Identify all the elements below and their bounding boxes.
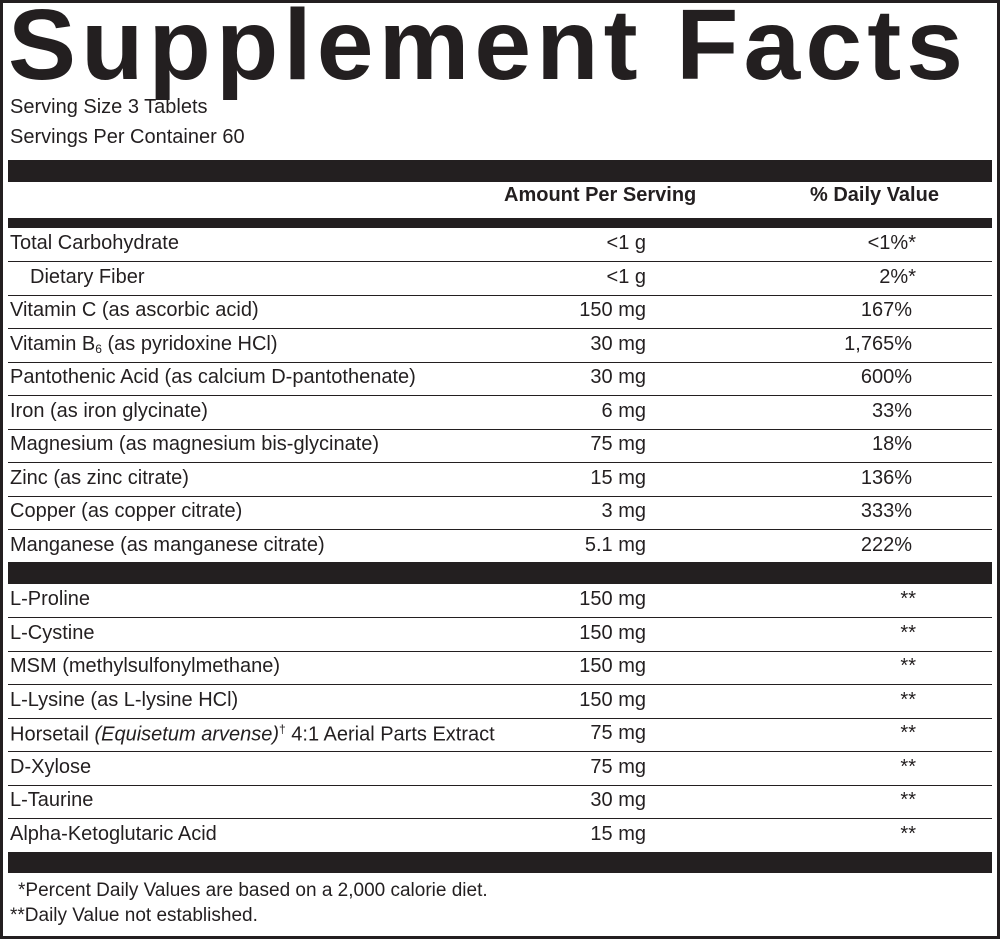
nutrient-amount: 15 mg [590, 466, 646, 489]
nutrient-amount: 150 mg [579, 588, 646, 610]
nutrient-name: L-Lysine (as L-lysine HCl) [10, 688, 239, 711]
nutrient-amount: 150 mg [579, 655, 646, 677]
nutrient-amount: 75 mg [590, 722, 646, 744]
nutrient-name: L-Cystine [10, 621, 95, 644]
nutrient-name: Zinc (as zinc citrate) [10, 466, 189, 489]
nutrient-name: MSM (methylsulfonylmethane) [10, 655, 281, 677]
nutrient-amount: 75 mg [590, 433, 646, 455]
nutrient-row: L-Proline 150 mg ** [8, 584, 992, 619]
nutrient-daily-value: 2%* [879, 265, 916, 288]
nutrient-amount: 30 mg [590, 366, 646, 388]
nutrient-daily-value: ** [900, 722, 916, 744]
nutrient-row: Magnesium (as magnesium bis-glycinate) 75… [8, 429, 992, 464]
header-amount: Amount Per Serving [504, 184, 697, 206]
footnote-dv: *Percent Daily Values are based on a 2,0… [18, 880, 488, 901]
nutrient-daily-value: ** [900, 655, 916, 677]
nutrient-daily-value: ** [900, 789, 916, 811]
nutrient-daily-value: 18% [871, 433, 912, 455]
footnote-not-established: **Daily Value not established. [10, 905, 258, 926]
nutrient-name: Magnesium (as magnesium bis-glycinate) [10, 433, 380, 455]
nutrient-daily-value: 1,765% [844, 332, 912, 355]
nutrient-row: Total Carbohydrate <1 g <1%* [8, 228, 992, 263]
serving-size: Serving Size 3 Tablets [10, 96, 208, 118]
nutrient-row: Dietary Fiber <1 g 2%* [8, 262, 992, 296]
nutrient-amount: <1 g [606, 232, 646, 254]
nutrient-amount: 6 mg [601, 399, 646, 422]
nutrient-daily-value: 333% [860, 500, 912, 522]
divider-bar [8, 218, 992, 228]
nutrient-row: Manganese (as manganese citrate) 5.1 mg 22… [8, 530, 992, 563]
nutrient-amount: 150 mg [579, 299, 646, 321]
nutrient-daily-value: ** [900, 621, 916, 644]
nutrient-row: Iron (as iron glycinate) 6 mg 33% [8, 396, 992, 430]
nutrient-daily-value: ** [900, 822, 916, 845]
nutrient-row: Vitamin B6 (as pyridoxine HCl) 30 mg 1,765… [8, 329, 992, 363]
nutrient-amount: 30 mg [590, 789, 646, 811]
nutrient-row: Vitamin C (as ascorbic acid) 150 mg 167% [8, 295, 992, 330]
nutrient-name: Horsetail (Equisetum arvense)† 4:1 Aeria… [10, 722, 495, 746]
nutrient-daily-value: 222% [860, 533, 912, 556]
nutrient-row: Horsetail (Equisetum arvense)† 4:1 Aeria… [8, 718, 992, 753]
nutrient-daily-value: <1%* [867, 232, 916, 254]
nutrient-daily-value: ** [900, 588, 916, 610]
nutrient-row: Copper (as copper citrate) 3 mg 333% [8, 496, 992, 531]
nutrient-name: Iron (as iron glycinate) [10, 399, 208, 422]
nutrient-amount: 3 mg [601, 500, 646, 522]
nutrient-amount: <1 g [606, 265, 646, 288]
label-title: Supplement Facts [8, 0, 969, 101]
nutrient-row: L-Taurine 30 mg ** [8, 785, 992, 820]
nutrient-name: Alpha-Ketoglutaric Acid [10, 822, 217, 845]
nutrient-amount: 5.1 mg [584, 533, 646, 556]
nutrient-name: Copper (as copper citrate) [10, 500, 243, 522]
nutrient-name: D-Xylose [10, 755, 92, 778]
nutrient-row: MSM (methylsulfonylmethane) 150 mg ** [8, 651, 992, 686]
nutrient-amount: 150 mg [579, 621, 646, 644]
nutrient-name: Total Carbohydrate [10, 232, 179, 254]
nutrient-daily-value: 167% [860, 299, 912, 321]
nutrient-row: L-Lysine (as L-lysine HCl) 150 mg ** [8, 685, 992, 719]
nutrient-row: D-Xylose 75 mg ** [8, 752, 992, 786]
nutrient-amount: 150 mg [579, 688, 646, 711]
servings-per-container: Servings Per Container 60 [10, 126, 245, 148]
nutrient-daily-value: 136% [860, 466, 912, 489]
nutrient-daily-value: ** [900, 755, 916, 778]
nutrient-daily-value: ** [900, 688, 916, 711]
header-daily-value: % Daily Value [810, 184, 939, 206]
nutrient-amount: 30 mg [590, 332, 646, 355]
nutrient-amount: 75 mg [590, 755, 646, 778]
divider-bar [8, 160, 992, 182]
nutrient-row: Pantothenic Acid (as calcium D-pantothen… [8, 362, 992, 397]
nutrient-name: L-Taurine [10, 789, 94, 811]
nutrient-daily-value: 33% [871, 399, 912, 422]
nutrient-name: L-Proline [10, 588, 91, 610]
nutrient-name: Vitamin C (as ascorbic acid) [10, 299, 259, 321]
nutrient-daily-value: 600% [860, 366, 912, 388]
nutrient-amount: 15 mg [590, 822, 646, 845]
nutrient-row: Alpha-Ketoglutaric Acid 15 mg ** [8, 819, 992, 852]
nutrient-row: Zinc (as zinc citrate) 15 mg 136% [8, 463, 992, 497]
nutrient-name: Pantothenic Acid (as calcium D-pantothen… [10, 366, 416, 388]
divider-bar [8, 852, 992, 873]
divider-bar [8, 562, 992, 584]
nutrient-name: Manganese (as manganese citrate) [10, 533, 325, 556]
nutrient-name: Dietary Fiber [30, 265, 145, 288]
nutrient-row: L-Cystine 150 mg ** [8, 618, 992, 652]
nutrient-name: Vitamin B6 (as pyridoxine HCl) [10, 332, 278, 356]
